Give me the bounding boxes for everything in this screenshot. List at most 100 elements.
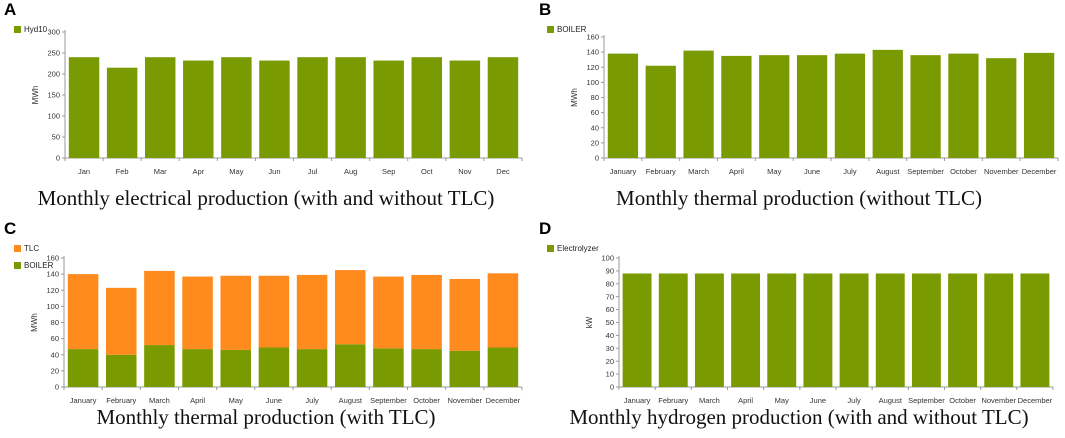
legend-swatch <box>14 245 21 252</box>
x-tick-label: December <box>1022 167 1057 176</box>
bar-tlc <box>182 276 213 350</box>
bar-boiler <box>986 58 1017 158</box>
y-tick-label: 60 <box>51 334 59 343</box>
bar-boiler <box>834 53 866 159</box>
panel-caption: Monthly thermal production (without TLC) <box>616 186 982 210</box>
bar-hyd10 <box>449 60 481 159</box>
bar-electrolyzer <box>1020 273 1050 387</box>
y-tick-label: 100 <box>46 302 59 311</box>
y-tick-label: 90 <box>606 267 614 276</box>
x-tick-label: March <box>699 396 720 405</box>
bar-boiler <box>220 349 252 387</box>
bar-hyd10 <box>106 67 138 158</box>
bar-tlc <box>449 278 481 351</box>
y-tick-label: 140 <box>46 270 59 279</box>
x-tick-label: Jun <box>268 167 280 176</box>
x-tick-label: March <box>688 167 709 176</box>
x-tick-label: February <box>106 396 136 405</box>
x-tick-label: August <box>876 167 900 176</box>
bar-boiler <box>144 345 175 387</box>
x-tick-label: May <box>229 167 243 176</box>
y-axis-title: MWh <box>570 88 579 107</box>
bar-boiler <box>182 349 213 387</box>
x-tick-label: January <box>610 167 637 176</box>
x-tick-label: December <box>1018 396 1053 405</box>
y-tick-label: 160 <box>586 33 599 42</box>
y-tick-label: 70 <box>606 292 614 301</box>
bar-boiler <box>334 344 366 387</box>
bar-boiler <box>759 55 790 158</box>
bar-boiler <box>607 53 639 159</box>
y-tick-label: 300 <box>47 28 60 37</box>
x-tick-label: Oct <box>421 167 434 176</box>
y-tick-label: 100 <box>586 78 599 87</box>
panel-letter: D <box>539 219 552 238</box>
chart-b: 0 20 40 60 80 100 120 140 160 MWh January February M… <box>547 25 1059 176</box>
x-tick-label: March <box>149 396 170 405</box>
panel-caption: Monthly thermal production (with TLC) <box>96 405 436 429</box>
bar-boiler <box>872 49 903 159</box>
y-axis-title: MWh <box>30 313 39 332</box>
bar-boiler <box>373 348 404 387</box>
y-tick-label: 0 <box>595 154 599 163</box>
x-tick-label: July <box>847 396 861 405</box>
bar-boiler <box>1023 52 1055 158</box>
x-tick-label: October <box>949 396 976 405</box>
x-tick-label: July <box>305 396 319 405</box>
x-tick-label: August <box>339 396 363 405</box>
x-tick-label: Mar <box>154 167 167 176</box>
y-tick-label: 50 <box>52 133 60 142</box>
y-tick-label: 60 <box>591 108 599 117</box>
panel-c: C 0 20 40 60 80 100 120 140 160 MWh January Februar… <box>0 219 532 438</box>
bar-boiler <box>721 55 752 158</box>
x-tick-label: January <box>70 396 97 405</box>
y-tick-label: 150 <box>47 91 60 100</box>
y-tick-label: 0 <box>55 383 59 392</box>
bar-electrolyzer <box>622 273 652 387</box>
x-tick-label: Feb <box>116 167 129 176</box>
legend-label: TLC <box>24 244 39 253</box>
bar-tlc <box>487 273 519 348</box>
x-tick-label: October <box>950 167 977 176</box>
legend-label: BOILER <box>557 25 587 34</box>
x-tick-label: May <box>767 167 781 176</box>
bar-hyd10 <box>259 60 290 159</box>
y-tick-label: 30 <box>606 344 614 353</box>
x-tick-label: November <box>981 396 1016 405</box>
x-tick-label: Jan <box>78 167 90 176</box>
bar-tlc <box>105 287 137 355</box>
chart-c: 0 20 40 60 80 100 120 140 160 MWh January February M… <box>14 244 523 405</box>
x-tick-label: Nov <box>458 167 472 176</box>
x-tick-label: May <box>229 396 243 405</box>
legend-label: Hyd10 <box>24 25 48 34</box>
legend-label: Electrolyzer <box>557 244 599 253</box>
y-tick-label: 80 <box>591 93 599 102</box>
x-tick-label: January <box>624 396 651 405</box>
bar-hyd10 <box>487 57 519 159</box>
y-tick-label: 10 <box>606 370 614 379</box>
y-axis-title: kW <box>585 316 594 328</box>
bar-boiler <box>67 349 99 387</box>
bar-tlc <box>220 275 252 350</box>
bar-electrolyzer <box>803 273 833 387</box>
x-tick-label: September <box>908 396 945 405</box>
y-tick-label: 40 <box>51 350 59 359</box>
legend-label: BOILER <box>24 261 54 270</box>
x-tick-label: June <box>804 167 820 176</box>
bar-boiler <box>683 50 714 158</box>
y-tick-label: 160 <box>46 254 59 263</box>
bar-hyd10 <box>221 57 252 159</box>
legend-swatch <box>547 26 554 33</box>
bar-boiler <box>411 349 442 387</box>
bar-electrolyzer <box>658 273 688 387</box>
y-tick-label: 0 <box>56 154 60 163</box>
y-tick-label: 0 <box>610 383 614 392</box>
x-tick-label: Dec <box>496 167 510 176</box>
legend-swatch <box>14 26 21 33</box>
y-tick-label: 80 <box>51 318 59 327</box>
bar-tlc <box>411 274 442 350</box>
panel-letter: B <box>539 0 552 19</box>
panel-letter: C <box>4 219 17 238</box>
x-tick-label: October <box>413 396 440 405</box>
chart-a: 0 50 100 150 200 250 300 MWh Jan Feb Mar Apr May Jun J… <box>14 25 523 176</box>
